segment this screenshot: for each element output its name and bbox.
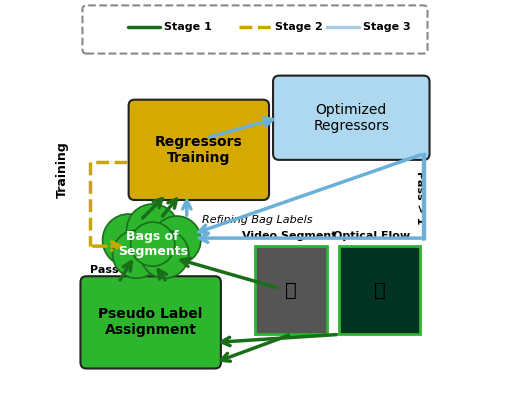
- Text: Pass > 1: Pass > 1: [414, 171, 423, 225]
- Text: Training: Training: [56, 141, 69, 198]
- FancyBboxPatch shape: [128, 100, 269, 200]
- Text: Stage 1: Stage 1: [163, 23, 211, 32]
- Text: 📷: 📷: [285, 281, 296, 300]
- Text: Optical Flow: Optical Flow: [332, 231, 409, 241]
- Text: Pseudo Label
Assignment: Pseudo Label Assignment: [98, 307, 203, 337]
- Circle shape: [152, 216, 201, 264]
- Text: Bags of
Segments: Bags of Segments: [118, 230, 187, 258]
- Circle shape: [140, 230, 188, 278]
- Text: Optimized
Regressors: Optimized Regressors: [313, 103, 388, 133]
- Text: Pass = 1: Pass = 1: [90, 265, 144, 275]
- Text: Video Segment: Video Segment: [241, 231, 336, 241]
- FancyBboxPatch shape: [80, 276, 220, 368]
- Text: 🌊: 🌊: [373, 281, 384, 300]
- Circle shape: [130, 222, 175, 266]
- Circle shape: [126, 204, 179, 256]
- Text: Stage 2: Stage 2: [274, 23, 322, 32]
- Text: Refining Bag Labels: Refining Bag Labels: [202, 215, 312, 225]
- Circle shape: [112, 230, 160, 278]
- Circle shape: [102, 214, 154, 266]
- Text: Regressors
Training: Regressors Training: [155, 135, 242, 165]
- Text: Stage 3: Stage 3: [362, 23, 410, 32]
- FancyBboxPatch shape: [338, 246, 419, 335]
- FancyBboxPatch shape: [82, 5, 427, 54]
- FancyBboxPatch shape: [254, 246, 327, 335]
- FancyBboxPatch shape: [272, 76, 429, 160]
